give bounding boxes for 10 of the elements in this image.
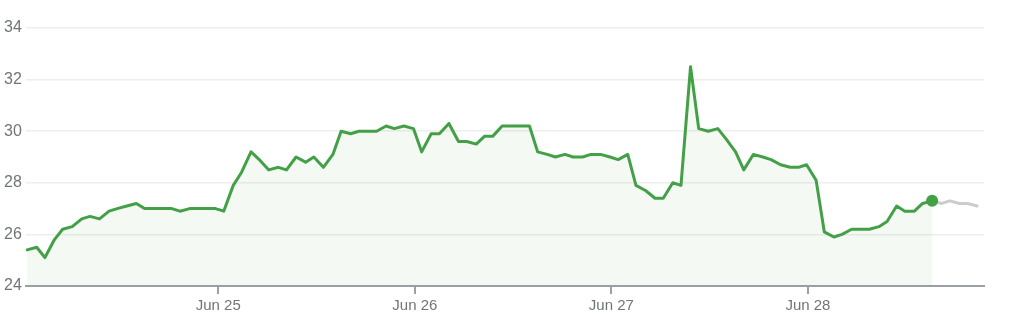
x-tick-label: Jun 28 — [785, 296, 831, 314]
x-tick-label: Jun 26 — [392, 296, 438, 314]
y-tick-label: 28 — [4, 173, 22, 191]
x-tick-label: Jun 27 — [588, 296, 634, 314]
y-tick-label: 26 — [4, 224, 22, 242]
y-tick-label: 24 — [4, 276, 22, 294]
y-tick-label: 30 — [4, 121, 22, 139]
y-tick-label: 32 — [4, 70, 22, 88]
x-tick-label: Jun 25 — [195, 296, 241, 314]
y-tick-label: 34 — [4, 18, 22, 36]
